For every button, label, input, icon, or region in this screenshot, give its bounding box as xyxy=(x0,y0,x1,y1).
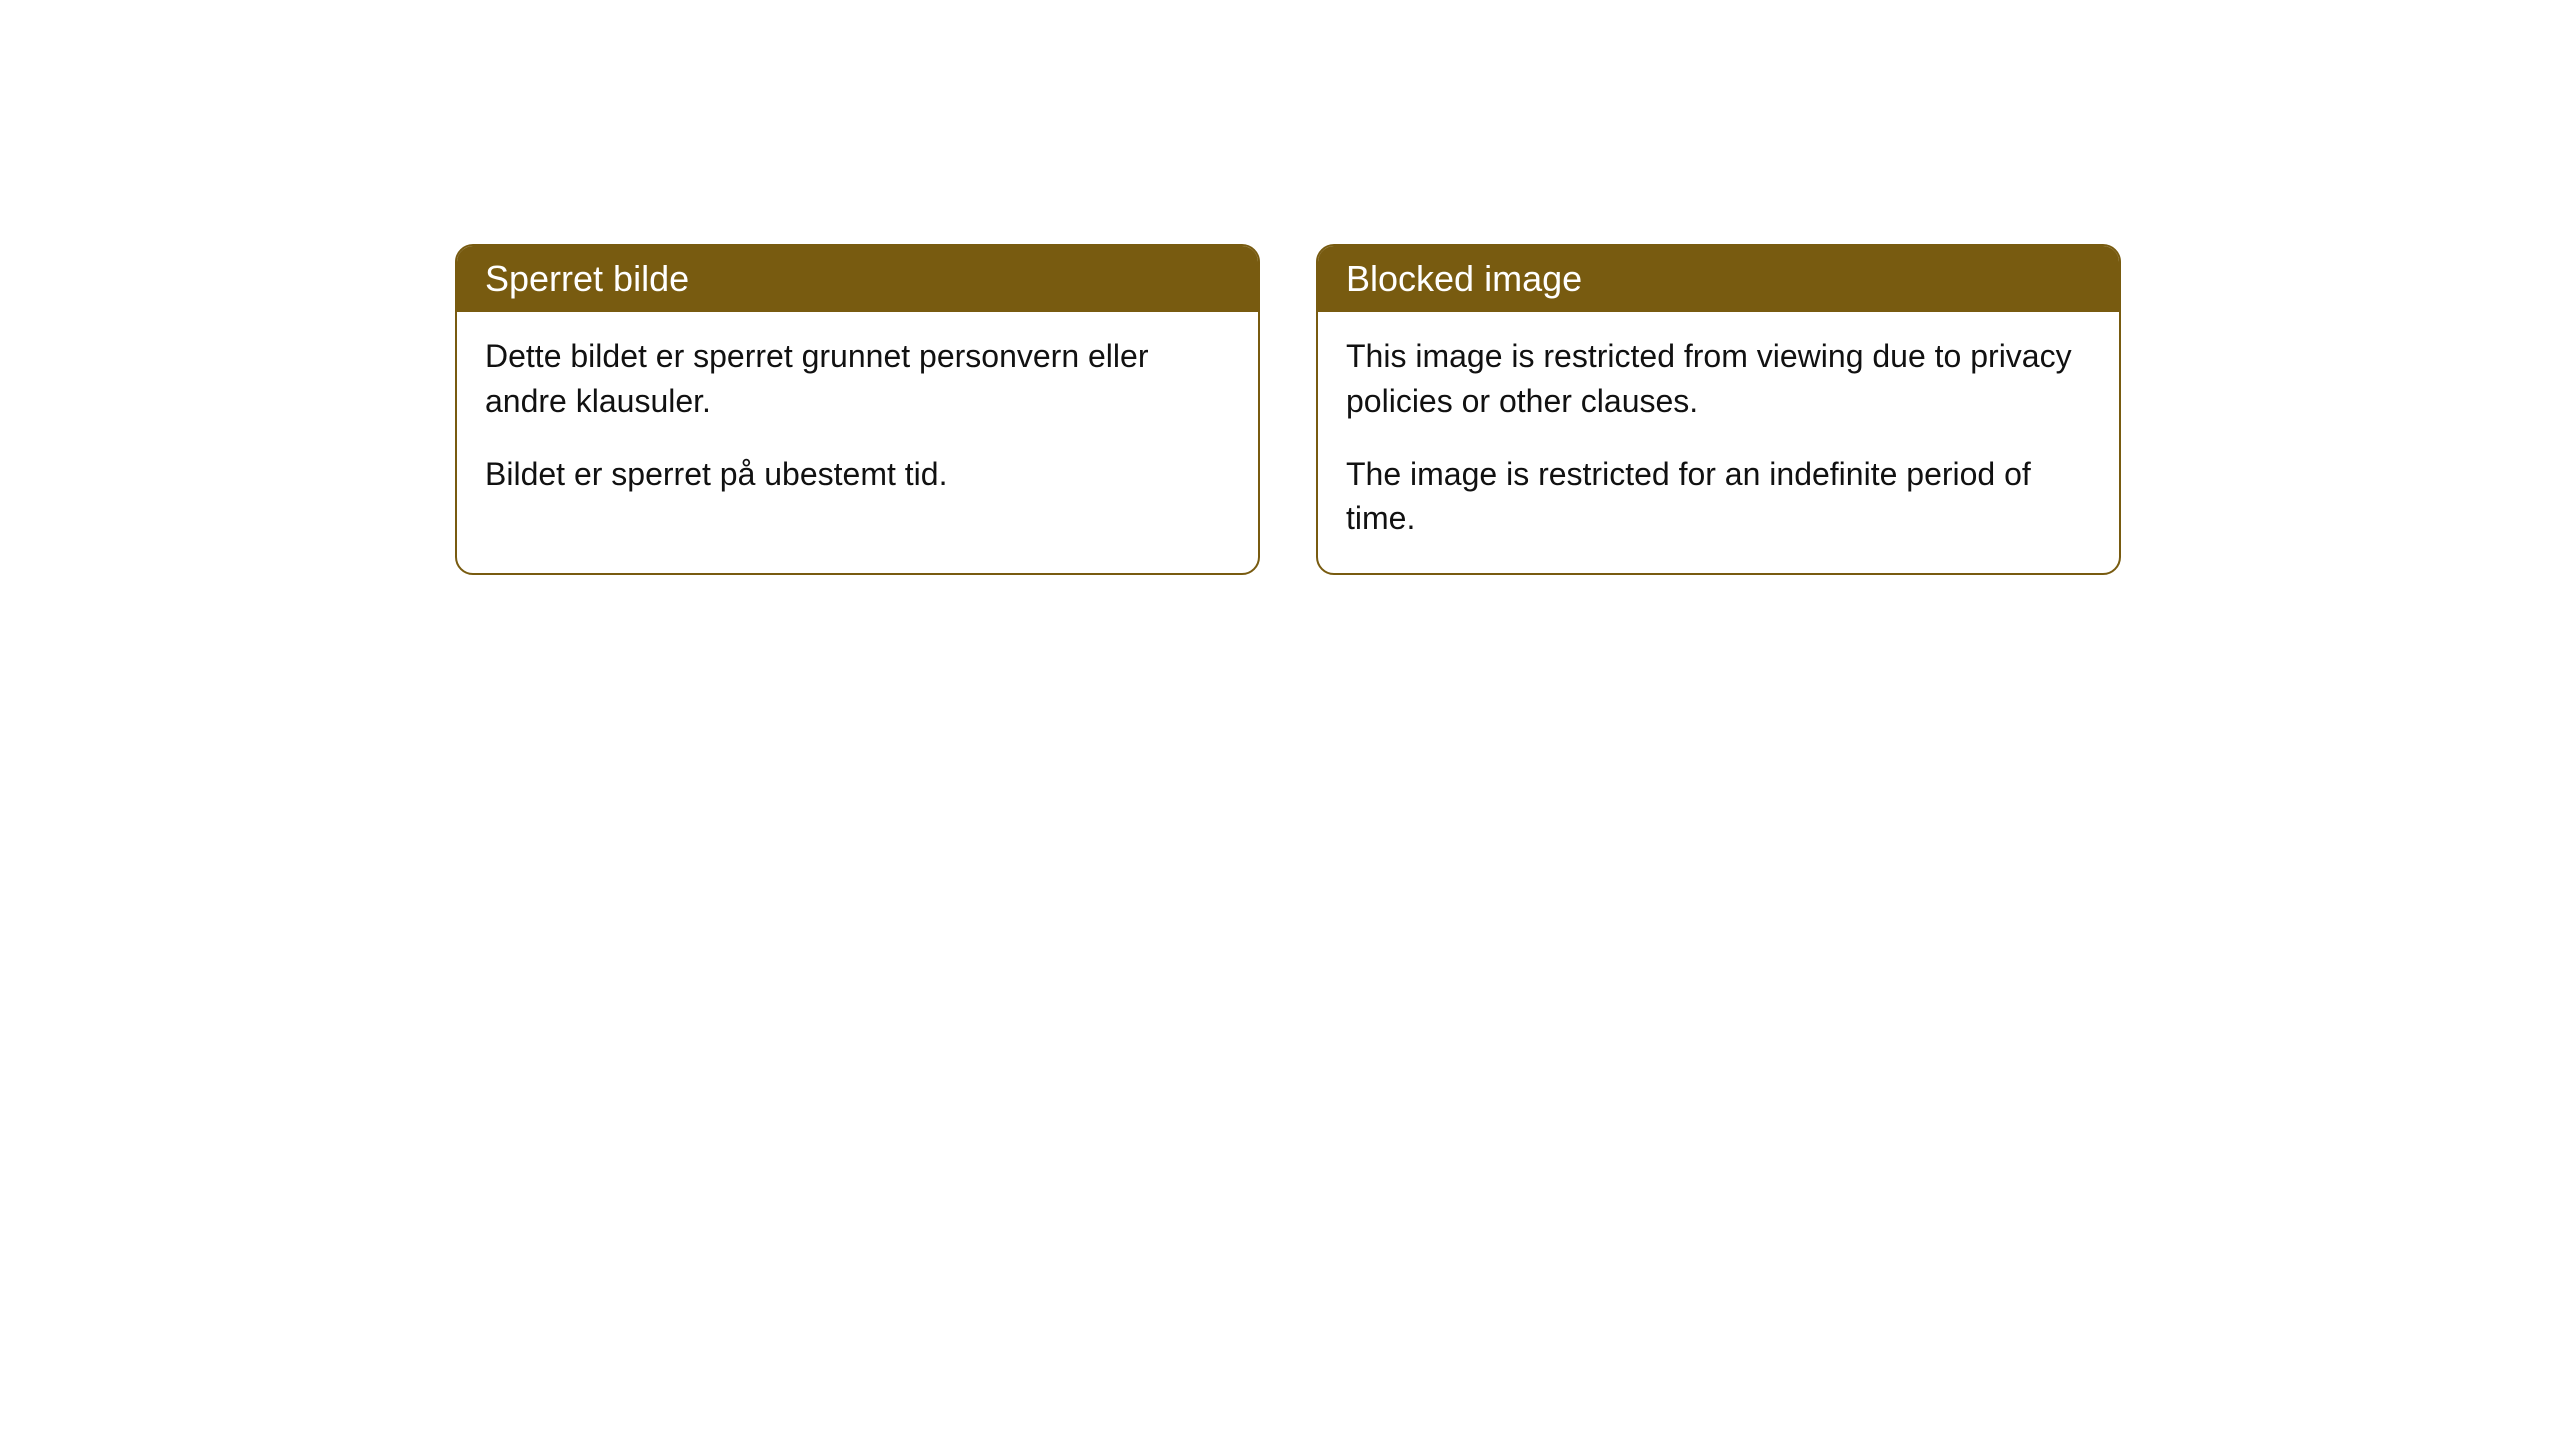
notice-cards-container: Sperret bilde Dette bildet er sperret gr… xyxy=(455,244,2121,575)
card-body-norwegian: Dette bildet er sperret grunnet personve… xyxy=(457,312,1258,528)
blocked-image-card-english: Blocked image This image is restricted f… xyxy=(1316,244,2121,575)
card-text-paragraph: This image is restricted from viewing du… xyxy=(1346,334,2091,424)
blocked-image-card-norwegian: Sperret bilde Dette bildet er sperret gr… xyxy=(455,244,1260,575)
card-text-paragraph: Dette bildet er sperret grunnet personve… xyxy=(485,334,1230,424)
card-text-paragraph: The image is restricted for an indefinit… xyxy=(1346,452,2091,542)
card-text-paragraph: Bildet er sperret på ubestemt tid. xyxy=(485,452,1230,497)
card-body-english: This image is restricted from viewing du… xyxy=(1318,312,2119,573)
card-header-norwegian: Sperret bilde xyxy=(457,246,1258,312)
card-header-english: Blocked image xyxy=(1318,246,2119,312)
